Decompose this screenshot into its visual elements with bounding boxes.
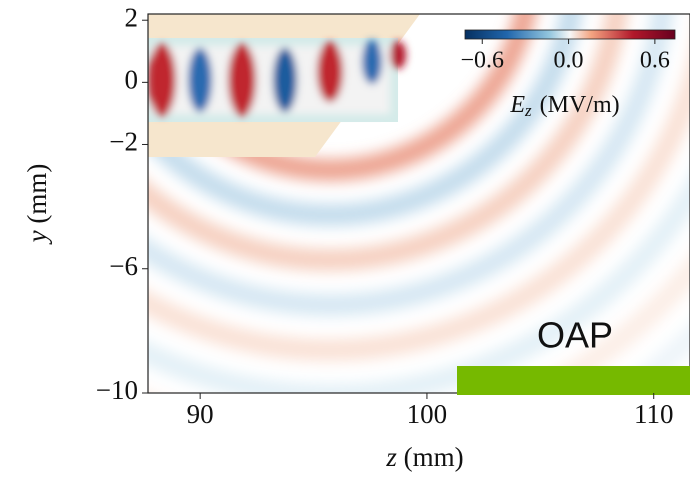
cb-subscript: z <box>524 101 532 120</box>
y-label-symbol: y <box>22 230 52 245</box>
x-tick-label: 110 <box>634 399 674 429</box>
y-tick-label: −6 <box>109 251 138 281</box>
colorbar: Ez (MV/m) −0.6 0.0 0.6 <box>460 29 676 120</box>
y-axis-label: y (mm) <box>22 164 52 246</box>
y-label-unit: (mm) <box>22 164 52 224</box>
annotation: OAP <box>537 315 613 356</box>
oap-mirror <box>457 366 690 395</box>
colorbar-tick-label: −0.6 <box>460 48 504 74</box>
x-label-unit: (mm) <box>404 442 464 472</box>
x-tick-label: 90 <box>187 399 214 429</box>
colorbar-scale <box>464 29 676 40</box>
y-tick-label: 2 <box>125 2 139 32</box>
colorbar-tick-label: 0.6 <box>640 48 670 74</box>
plot-frame <box>147 13 690 394</box>
y-tick-label: −2 <box>109 127 138 157</box>
colorbar-label: Ez (MV/m) <box>509 92 619 120</box>
y-tick-label: −10 <box>96 375 138 405</box>
colorbar-tick-label: 0.0 <box>554 48 584 74</box>
cb-symbol: E <box>509 92 525 118</box>
x-tick-label: 100 <box>407 399 448 429</box>
cb-unit: (MV/m) <box>540 92 620 118</box>
y-tick-label: 0 <box>125 65 139 95</box>
x-label-symbol: z <box>385 442 397 472</box>
x-axis-label: z (mm) <box>385 442 463 472</box>
